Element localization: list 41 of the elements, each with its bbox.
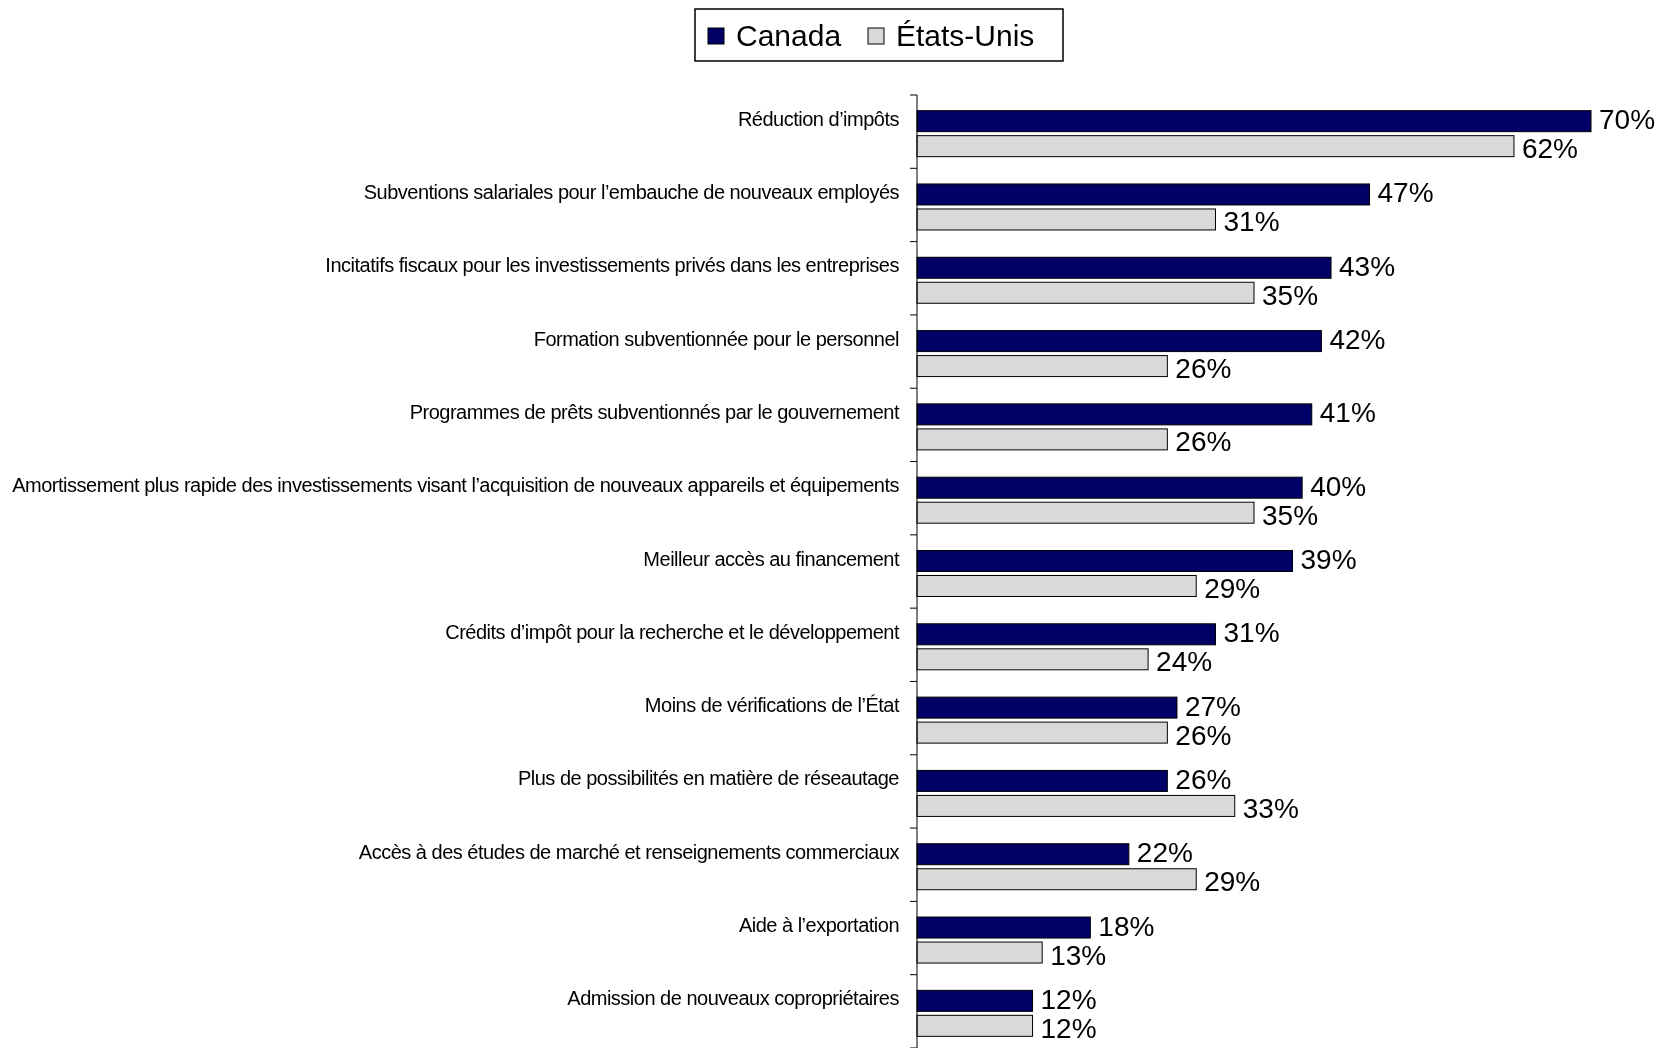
y-tick-label: Plus de possibilités en matière de réseautage — [517, 767, 900, 790]
y-tick-label: Admission de nouveaux copropriétaires — [567, 987, 900, 1010]
data-label: 43% — [1339, 250, 1396, 282]
data-label: 12% — [1040, 983, 1097, 1015]
data-label: 31% — [1223, 617, 1280, 649]
y-tick-label: Subventions salariales pour l’embauche de nouveaux employés — [363, 180, 900, 203]
data-label: 24% — [1156, 646, 1213, 678]
y-tick-label: Réduction d’impôts — [737, 107, 900, 130]
data-label: 18% — [1098, 910, 1155, 942]
y-tick-label: Amortissement plus rapide des investissements visant l’acquisition de nouveaux appareils et équipements — [12, 474, 900, 497]
y-tick-label: Formation subventionnée pour le personnel — [533, 327, 900, 350]
data-label: 41% — [1319, 397, 1376, 429]
legend-label: Canada — [736, 19, 842, 52]
y-tick-label: Crédits d’impôt pour la recherche et le développement — [445, 620, 900, 643]
data-label: 70% — [1599, 104, 1656, 136]
data-label: 42% — [1329, 324, 1386, 356]
y-tick-label: Accès à des études de marché et renseignements commerciaux — [358, 840, 900, 863]
y-tick-label: Meilleur accès au financement — [643, 547, 900, 570]
data-label: 26% — [1175, 353, 1232, 385]
data-label: 26% — [1175, 763, 1232, 795]
data-label: 39% — [1300, 544, 1357, 575]
y-tick-label: Moins de vérifications de l’État — [644, 694, 900, 717]
data-label: 31% — [1223, 206, 1280, 238]
data-label: 22% — [1136, 837, 1193, 869]
data-label: 26% — [1175, 426, 1232, 458]
data-label: 26% — [1175, 719, 1232, 751]
y-tick-label: Incitatifs fiscaux pour les investissements privés dans les entreprises — [325, 254, 900, 277]
data-label: 27% — [1184, 690, 1242, 722]
data-label: 29% — [1204, 573, 1261, 604]
legend-label: États-Unis — [896, 19, 1035, 52]
data-label: 33% — [1242, 792, 1299, 824]
data-label: 35% — [1262, 279, 1319, 311]
y-tick-label: Aide à l’exportation — [738, 914, 899, 937]
data-label: 35% — [1262, 499, 1319, 531]
data-label: 40% — [1310, 470, 1367, 502]
data-label: 13% — [1050, 939, 1107, 971]
data-label: 29% — [1204, 866, 1261, 898]
data-label: 12% — [1040, 1012, 1097, 1044]
data-label: 47% — [1377, 177, 1434, 209]
y-tick-label: Programmes de prêts subventionnés par le gouvernement — [409, 400, 900, 423]
data-label: 62% — [1521, 133, 1579, 165]
